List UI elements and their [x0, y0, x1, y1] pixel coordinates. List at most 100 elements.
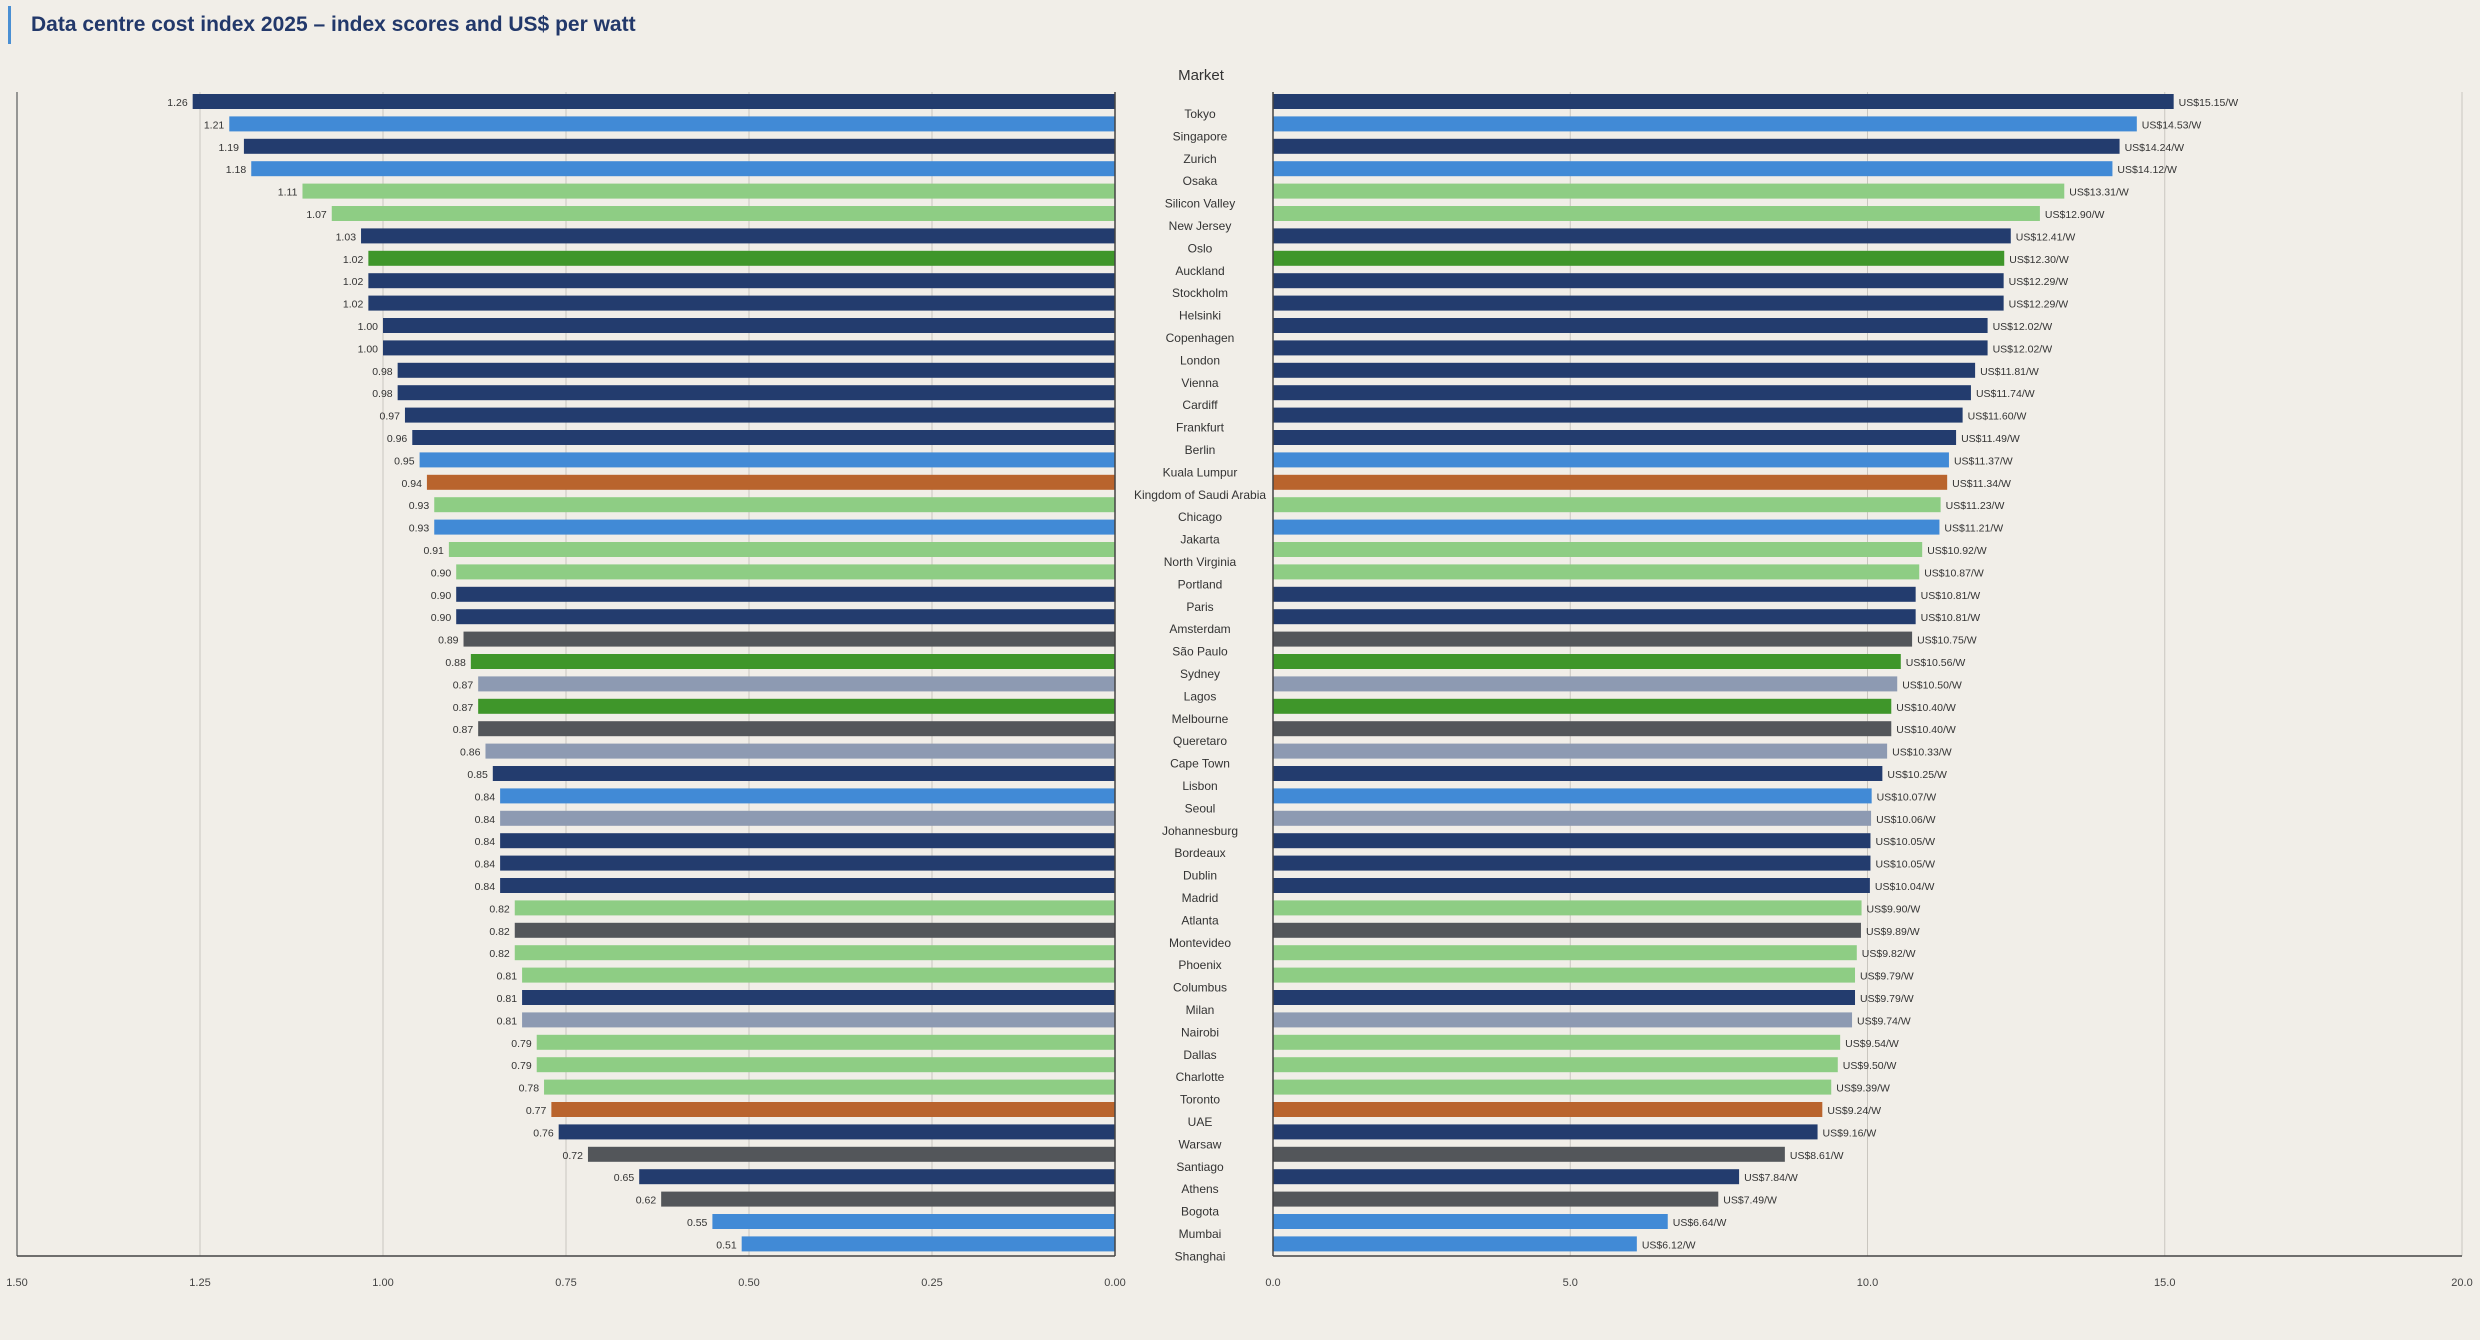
market-label: Santiago — [1176, 1160, 1224, 1174]
market-label: Amsterdam — [1169, 622, 1230, 636]
index-value-label: 0.81 — [497, 1015, 518, 1027]
cost-bar — [1273, 452, 1949, 468]
cost-bar — [1273, 654, 1901, 669]
index-bar — [302, 183, 1116, 199]
cost-bar — [1273, 94, 2174, 109]
index-bar — [412, 430, 1115, 445]
index-bar — [514, 900, 1115, 916]
cost-value-label: US$9.16/W — [1823, 1127, 1877, 1139]
gridlines — [16, 92, 2463, 1256]
market-label: Osaka — [1183, 174, 1218, 188]
index-value-label: 0.90 — [431, 612, 452, 624]
cost-value-label: US$11.49/W — [1961, 433, 2020, 445]
cost-value-label: US$9.39/W — [1836, 1083, 1890, 1095]
market-label: Vienna — [1181, 376, 1218, 390]
market-label: Zurich — [1183, 152, 1216, 166]
market-label: Lagos — [1184, 689, 1217, 703]
index-value-label: 1.00 — [358, 343, 379, 355]
cost-bar — [1273, 474, 1948, 490]
cost-value-label: US$10.87/W — [1924, 567, 1984, 579]
market-label: North Virginia — [1164, 555, 1237, 569]
cost-bar — [1273, 788, 1872, 804]
index-bar — [463, 631, 1115, 647]
index-value-label: 0.82 — [489, 903, 510, 915]
market-label: Columbus — [1173, 981, 1227, 995]
market-label: UAE — [1188, 1115, 1213, 1129]
market-label: São Paulo — [1172, 645, 1228, 659]
cost-bar — [1273, 698, 1892, 714]
index-bar — [404, 407, 1116, 423]
cost-value-label: US$9.82/W — [1862, 948, 1916, 960]
index-value-label: 1.19 — [218, 142, 239, 154]
market-label: Helsinki — [1179, 309, 1221, 323]
cost-value-label: US$9.89/W — [1866, 926, 1920, 938]
cost-value-label: US$6.64/W — [1673, 1217, 1727, 1229]
index-bar — [544, 1079, 1115, 1095]
cost-value-label: US$10.81/W — [1921, 590, 1981, 602]
market-label: Dublin — [1183, 869, 1217, 883]
category-labels: Tokyo Singapore Zurich Osaka Silicon Valley N… — [1134, 107, 1266, 1263]
market-label: Chicago — [1178, 510, 1222, 524]
cost-value-label: US$14.53/W — [2142, 119, 2202, 131]
index-bar — [456, 609, 1115, 625]
left-tick-label: 0.50 — [738, 1277, 759, 1289]
cost-value-label: US$14.24/W — [2125, 142, 2185, 154]
cost-bar — [1273, 922, 1861, 938]
index-bar — [229, 116, 1115, 132]
market-label: Oslo — [1188, 241, 1213, 255]
bars — [192, 94, 2174, 1252]
index-value-label: 0.84 — [475, 836, 496, 848]
index-bar — [639, 1169, 1115, 1185]
index-bar — [361, 228, 1115, 244]
market-label: Shanghai — [1175, 1249, 1226, 1263]
cost-value-label: US$9.50/W — [1843, 1060, 1897, 1072]
cost-bar — [1273, 407, 1963, 423]
left-tick-label: 0.00 — [1104, 1277, 1125, 1289]
cost-bar — [1273, 878, 1870, 893]
index-bar — [587, 1146, 1115, 1162]
index-bar — [397, 362, 1115, 378]
cost-bar — [1273, 631, 1913, 647]
axes: 1.50 1.25 1.00 0.75 0.50 0.25 0.00 0.0 5.0 10.0 15… — [6, 92, 2473, 1289]
market-label: Singapore — [1173, 129, 1228, 143]
index-value-label: 0.78 — [519, 1083, 540, 1095]
market-label: Tokyo — [1184, 107, 1216, 121]
cost-value-label: US$11.34/W — [1952, 478, 2011, 490]
market-label: Toronto — [1180, 1093, 1220, 1107]
cost-value-label: US$11.74/W — [1976, 388, 2035, 400]
index-bar — [522, 967, 1115, 983]
index-bar — [514, 922, 1115, 938]
index-bar — [551, 1102, 1115, 1117]
market-label: New Jersey — [1169, 219, 1232, 233]
index-bar — [243, 138, 1116, 154]
cost-bar — [1273, 138, 2120, 154]
index-value-label: 1.11 — [278, 187, 298, 199]
cost-value-label: US$10.92/W — [1927, 545, 1987, 557]
index-bar — [514, 945, 1115, 961]
cost-value-label: US$7.84/W — [1744, 1172, 1798, 1184]
index-bar — [485, 743, 1116, 759]
index-bar — [368, 250, 1115, 266]
index-value-label: 1.02 — [343, 276, 364, 288]
market-label: Berlin — [1185, 443, 1216, 457]
cost-bar — [1273, 1146, 1785, 1162]
data-labels: 1.26 US$15.15/W 1.21 US$14.53/W 1.19 US$14.24… — [167, 97, 2238, 1251]
cost-value-label: US$10.04/W — [1875, 881, 1935, 893]
cost-bar — [1273, 900, 1862, 916]
index-value-label: 0.84 — [475, 791, 496, 803]
cost-value-label: US$14.12/W — [2117, 164, 2177, 176]
market-label: Sydney — [1180, 667, 1220, 681]
cost-value-label: US$12.30/W — [2009, 254, 2069, 266]
market-label: Milan — [1186, 1003, 1215, 1017]
cost-value-label: US$12.02/W — [1993, 321, 2053, 333]
cost-bar — [1273, 967, 1856, 983]
index-value-label: 0.79 — [511, 1060, 532, 1072]
cost-value-label: US$12.02/W — [1993, 343, 2053, 355]
cost-bar — [1273, 945, 1857, 961]
index-bar — [500, 788, 1115, 804]
index-bar — [426, 474, 1115, 490]
right-tick-label: 5.0 — [1563, 1277, 1578, 1289]
cost-bar — [1273, 1124, 1818, 1140]
market-label: Phoenix — [1178, 958, 1221, 972]
